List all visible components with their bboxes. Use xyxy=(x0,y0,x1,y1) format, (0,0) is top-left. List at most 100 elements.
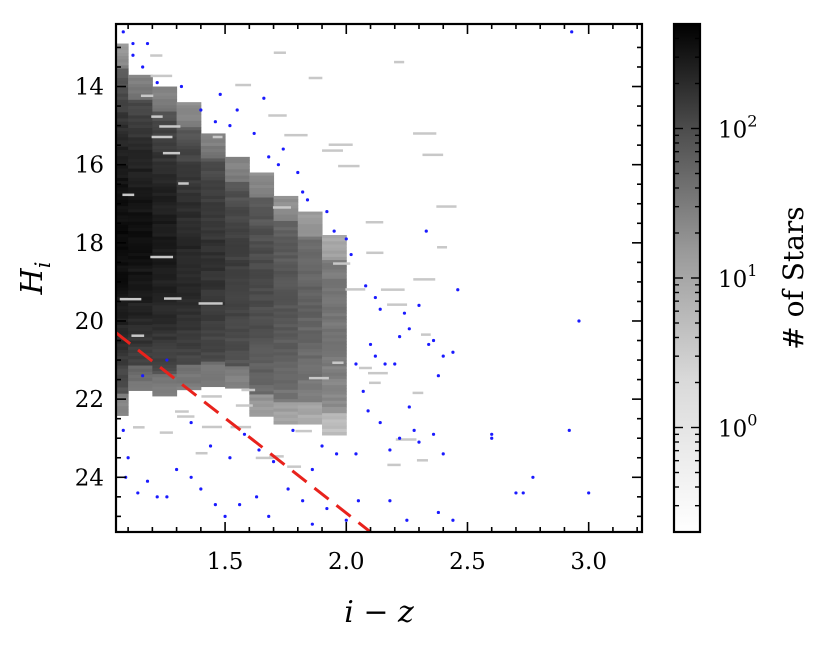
heatmap-cell xyxy=(176,245,202,250)
heatmap-cell xyxy=(200,227,226,231)
heatmap-cell xyxy=(152,195,178,200)
heatmap-cell xyxy=(297,242,323,247)
heatmap-cell xyxy=(322,310,347,314)
heatmap-cell xyxy=(116,143,129,148)
outlier-points xyxy=(121,30,591,526)
heatmap-cell xyxy=(225,381,250,386)
heatmap-cell xyxy=(322,149,343,152)
heatmap-cell xyxy=(201,395,222,398)
heatmap-cell xyxy=(152,327,178,331)
heatmap-cell xyxy=(176,105,202,109)
heatmap-cell xyxy=(177,415,195,418)
heatmap-cell xyxy=(322,394,347,398)
heatmap-cell xyxy=(297,396,323,400)
heatmap-cell xyxy=(128,181,153,185)
heatmap-cell xyxy=(225,263,250,267)
heatmap-cell xyxy=(225,159,250,164)
heatmap-cell xyxy=(200,189,226,194)
heatmap-cell xyxy=(230,425,252,429)
heatmap-cell xyxy=(273,399,299,403)
heatmap-cell xyxy=(273,302,299,306)
heatmap-cell xyxy=(116,346,129,351)
heatmap-cell xyxy=(152,149,178,153)
heatmap-cell xyxy=(297,258,323,262)
outlier-point xyxy=(189,475,193,479)
heatmap-cell xyxy=(273,199,299,203)
heatmap-cell xyxy=(200,358,226,363)
heatmap-cell xyxy=(225,303,250,308)
heatmap-cell xyxy=(249,281,275,286)
heatmap-cell xyxy=(116,118,129,123)
outlier-point xyxy=(228,456,232,460)
heatmap-cell xyxy=(152,333,178,338)
heatmap-cell xyxy=(176,277,202,281)
heatmap-cell xyxy=(225,260,250,264)
heatmap-cell xyxy=(128,259,153,263)
heatmap-cell xyxy=(322,416,347,420)
heatmap-cell xyxy=(116,74,129,79)
outlier-point xyxy=(131,53,135,57)
heatmap-cell xyxy=(225,181,250,186)
heatmap-cell xyxy=(322,328,347,333)
heatmap-cell xyxy=(420,333,431,336)
heatmap-cell xyxy=(128,159,153,163)
heatmap-cell xyxy=(249,191,275,195)
heatmap-cell xyxy=(249,238,275,242)
heatmap-cell xyxy=(273,408,299,413)
heatmap-cell xyxy=(128,243,153,248)
heatmap-cell xyxy=(151,135,173,139)
heatmap-cell xyxy=(297,349,323,353)
heatmap-cell xyxy=(116,215,129,220)
outlier-point xyxy=(427,342,431,347)
heatmap-cell xyxy=(322,388,347,392)
heatmap-cell xyxy=(116,306,129,310)
heatmap-cell xyxy=(394,60,405,64)
heatmap-cell xyxy=(249,328,275,333)
heatmap-cell xyxy=(200,142,226,147)
heatmap-cell xyxy=(322,406,347,411)
heatmap-cell xyxy=(249,366,275,370)
heatmap-cell xyxy=(200,233,226,237)
heatmap-cell xyxy=(119,297,142,301)
heatmap-cell xyxy=(225,375,250,380)
heatmap-cell xyxy=(152,349,178,353)
heatmap-cell xyxy=(176,283,202,287)
heatmap-cell xyxy=(249,181,275,186)
heatmap-cell xyxy=(297,330,323,334)
heatmap-cell xyxy=(200,374,226,378)
heatmap-cell xyxy=(273,333,299,338)
heatmap-cell xyxy=(128,387,153,391)
heatmap-cell xyxy=(225,210,250,214)
outlier-point xyxy=(199,108,203,112)
heatmap-cell xyxy=(273,277,299,281)
heatmap-cell xyxy=(116,131,129,135)
heatmap-cell xyxy=(116,387,129,391)
y-tick-label: 16 xyxy=(75,153,104,179)
heatmap-cell xyxy=(152,317,178,322)
outlier-point xyxy=(267,514,271,518)
heatmap-cell xyxy=(200,380,226,384)
heatmap-cell xyxy=(176,320,202,325)
heatmap-cell xyxy=(128,112,153,116)
heatmap-cell xyxy=(249,203,275,208)
heatmap-cell xyxy=(225,163,250,167)
outlier-point xyxy=(141,374,145,378)
heatmap-cell xyxy=(116,406,129,410)
heatmap-cell xyxy=(273,258,299,262)
heatmap-cell xyxy=(225,156,250,161)
heatmap-cell xyxy=(164,297,182,300)
heatmap-cell xyxy=(200,377,226,381)
svg-text:# of Stars: # of Stars xyxy=(777,206,810,349)
heatmap-cell xyxy=(225,366,250,370)
heatmap-cell xyxy=(116,331,129,335)
heatmap-cell xyxy=(176,261,202,266)
heatmap-cell xyxy=(116,109,129,113)
heatmap-cell xyxy=(322,269,347,273)
x-tick-label: 2.5 xyxy=(449,549,486,575)
heatmap-cell xyxy=(297,292,323,297)
outlier-point xyxy=(320,444,324,448)
heatmap-cell xyxy=(152,220,178,225)
heatmap-cell xyxy=(200,311,226,316)
outlier-point xyxy=(238,503,242,507)
heatmap-cell xyxy=(273,51,286,54)
